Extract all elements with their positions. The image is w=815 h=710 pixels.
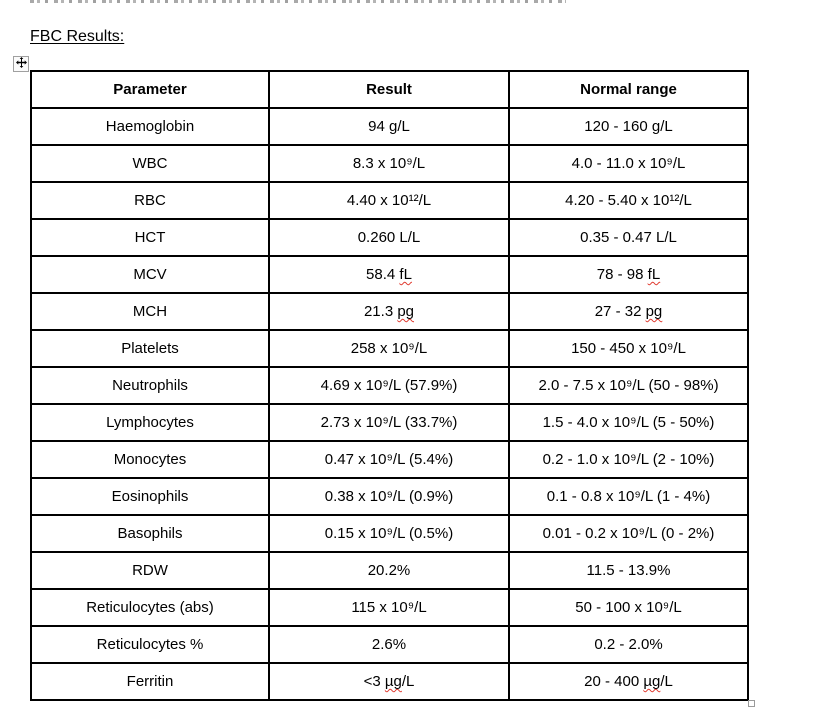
parameter-cell[interactable]: RBC bbox=[30, 181, 270, 220]
result-cell[interactable]: 2.73 x 10⁹/L (33.7%) bbox=[268, 403, 510, 442]
parameter-cell[interactable]: Reticulocytes % bbox=[30, 625, 270, 664]
result-cell[interactable]: 4.69 x 10⁹/L (57.9%) bbox=[268, 366, 510, 405]
fbc-results-table: Parameter Result Normal range Haemoglobi… bbox=[30, 70, 749, 701]
normal-range-cell[interactable]: 50 - 100 x 10⁹/L bbox=[508, 588, 749, 627]
parameter-cell[interactable]: MCV bbox=[30, 255, 270, 294]
normal-range-cell[interactable]: 150 - 450 x 10⁹/L bbox=[508, 329, 749, 368]
result-cell[interactable]: 20.2% bbox=[268, 551, 510, 590]
normal-range-cell[interactable]: 4.0 - 11.0 x 10⁹/L bbox=[508, 144, 749, 183]
normal-range-cell[interactable]: 4.20 - 5.40 x 10¹²/L bbox=[508, 181, 749, 220]
normal-range-cell[interactable]: 2.0 - 7.5 x 10⁹/L (50 - 98%) bbox=[508, 366, 749, 405]
normal-range-cell[interactable]: 20 - 400 µg/L bbox=[508, 662, 749, 701]
result-cell[interactable]: 0.38 x 10⁹/L (0.9%) bbox=[268, 477, 510, 516]
table-row: Monocytes 0.47 x 10⁹/L (5.4%) 0.2 - 1.0 … bbox=[30, 440, 749, 479]
table-row: Reticulocytes % 2.6% 0.2 - 2.0% bbox=[30, 625, 749, 664]
table-row: MCH 21.3 pg 27 - 32 pg bbox=[30, 292, 749, 331]
table-row: Basophils 0.15 x 10⁹/L (0.5%) 0.01 - 0.2… bbox=[30, 514, 749, 553]
normal-range-cell[interactable]: 11.5 - 13.9% bbox=[508, 551, 749, 590]
normal-range-cell[interactable]: 0.35 - 0.47 L/L bbox=[508, 218, 749, 257]
table-row: Haemoglobin 94 g/L 120 - 160 g/L bbox=[30, 107, 749, 146]
result-cell[interactable]: 4.40 x 10¹²/L bbox=[268, 181, 510, 220]
result-cell[interactable]: <3 µg/L bbox=[268, 662, 510, 701]
table-row: Reticulocytes (abs) 115 x 10⁹/L 50 - 100… bbox=[30, 588, 749, 627]
result-cell[interactable]: 258 x 10⁹/L bbox=[268, 329, 510, 368]
table-header-row: Parameter Result Normal range bbox=[30, 70, 749, 109]
normal-range-cell[interactable]: 1.5 - 4.0 x 10⁹/L (5 - 50%) bbox=[508, 403, 749, 442]
header-result[interactable]: Result bbox=[268, 70, 510, 109]
normal-range-cell[interactable]: 0.01 - 0.2 x 10⁹/L (0 - 2%) bbox=[508, 514, 749, 553]
table-row: Neutrophils 4.69 x 10⁹/L (57.9%) 2.0 - 7… bbox=[30, 366, 749, 405]
table-resize-handle[interactable] bbox=[748, 700, 755, 707]
section-heading[interactable]: FBC Results: bbox=[30, 28, 125, 45]
header-normal-range[interactable]: Normal range bbox=[508, 70, 749, 109]
parameter-cell[interactable]: MCH bbox=[30, 292, 270, 331]
clipped-text-line bbox=[30, 0, 566, 3]
table-row: RDW 20.2% 11.5 - 13.9% bbox=[30, 551, 749, 590]
normal-range-cell[interactable]: 27 - 32 pg bbox=[508, 292, 749, 331]
table-row: WBC 8.3 x 10⁹/L 4.0 - 11.0 x 10⁹/L bbox=[30, 144, 749, 183]
parameter-cell[interactable]: Basophils bbox=[30, 514, 270, 553]
table-move-handle[interactable] bbox=[13, 56, 29, 72]
result-cell[interactable]: 21.3 pg bbox=[268, 292, 510, 331]
parameter-cell[interactable]: Ferritin bbox=[30, 662, 270, 701]
header-parameter[interactable]: Parameter bbox=[30, 70, 270, 109]
normal-range-cell[interactable]: 0.2 - 2.0% bbox=[508, 625, 749, 664]
table-row: Ferritin <3 µg/L 20 - 400 µg/L bbox=[30, 662, 749, 701]
table-row: Eosinophils 0.38 x 10⁹/L (0.9%) 0.1 - 0.… bbox=[30, 477, 749, 516]
result-cell[interactable]: 94 g/L bbox=[268, 107, 510, 146]
parameter-cell[interactable]: RDW bbox=[30, 551, 270, 590]
parameter-cell[interactable]: Neutrophils bbox=[30, 366, 270, 405]
parameter-cell[interactable]: WBC bbox=[30, 144, 270, 183]
result-cell[interactable]: 8.3 x 10⁹/L bbox=[268, 144, 510, 183]
table-row: RBC 4.40 x 10¹²/L 4.20 - 5.40 x 10¹²/L bbox=[30, 181, 749, 220]
normal-range-cell[interactable]: 0.2 - 1.0 x 10⁹/L (2 - 10%) bbox=[508, 440, 749, 479]
parameter-cell[interactable]: HCT bbox=[30, 218, 270, 257]
result-cell[interactable]: 58.4 fL bbox=[268, 255, 510, 294]
table-row: MCV 58.4 fL 78 - 98 fL bbox=[30, 255, 749, 294]
result-cell[interactable]: 115 x 10⁹/L bbox=[268, 588, 510, 627]
parameter-cell[interactable]: Lymphocytes bbox=[30, 403, 270, 442]
four-way-arrow-icon bbox=[15, 55, 27, 73]
normal-range-cell[interactable]: 0.1 - 0.8 x 10⁹/L (1 - 4%) bbox=[508, 477, 749, 516]
parameter-cell[interactable]: Monocytes bbox=[30, 440, 270, 479]
table-row: Platelets 258 x 10⁹/L 150 - 450 x 10⁹/L bbox=[30, 329, 749, 368]
normal-range-cell[interactable]: 78 - 98 fL bbox=[508, 255, 749, 294]
table-row: HCT 0.260 L/L 0.35 - 0.47 L/L bbox=[30, 218, 749, 257]
table-row: Lymphocytes 2.73 x 10⁹/L (33.7%) 1.5 - 4… bbox=[30, 403, 749, 442]
parameter-cell[interactable]: Reticulocytes (abs) bbox=[30, 588, 270, 627]
parameter-cell[interactable]: Haemoglobin bbox=[30, 107, 270, 146]
parameter-cell[interactable]: Platelets bbox=[30, 329, 270, 368]
parameter-cell[interactable]: Eosinophils bbox=[30, 477, 270, 516]
normal-range-cell[interactable]: 120 - 160 g/L bbox=[508, 107, 749, 146]
result-cell[interactable]: 0.15 x 10⁹/L (0.5%) bbox=[268, 514, 510, 553]
result-cell[interactable]: 2.6% bbox=[268, 625, 510, 664]
result-cell[interactable]: 0.260 L/L bbox=[268, 218, 510, 257]
result-cell[interactable]: 0.47 x 10⁹/L (5.4%) bbox=[268, 440, 510, 479]
